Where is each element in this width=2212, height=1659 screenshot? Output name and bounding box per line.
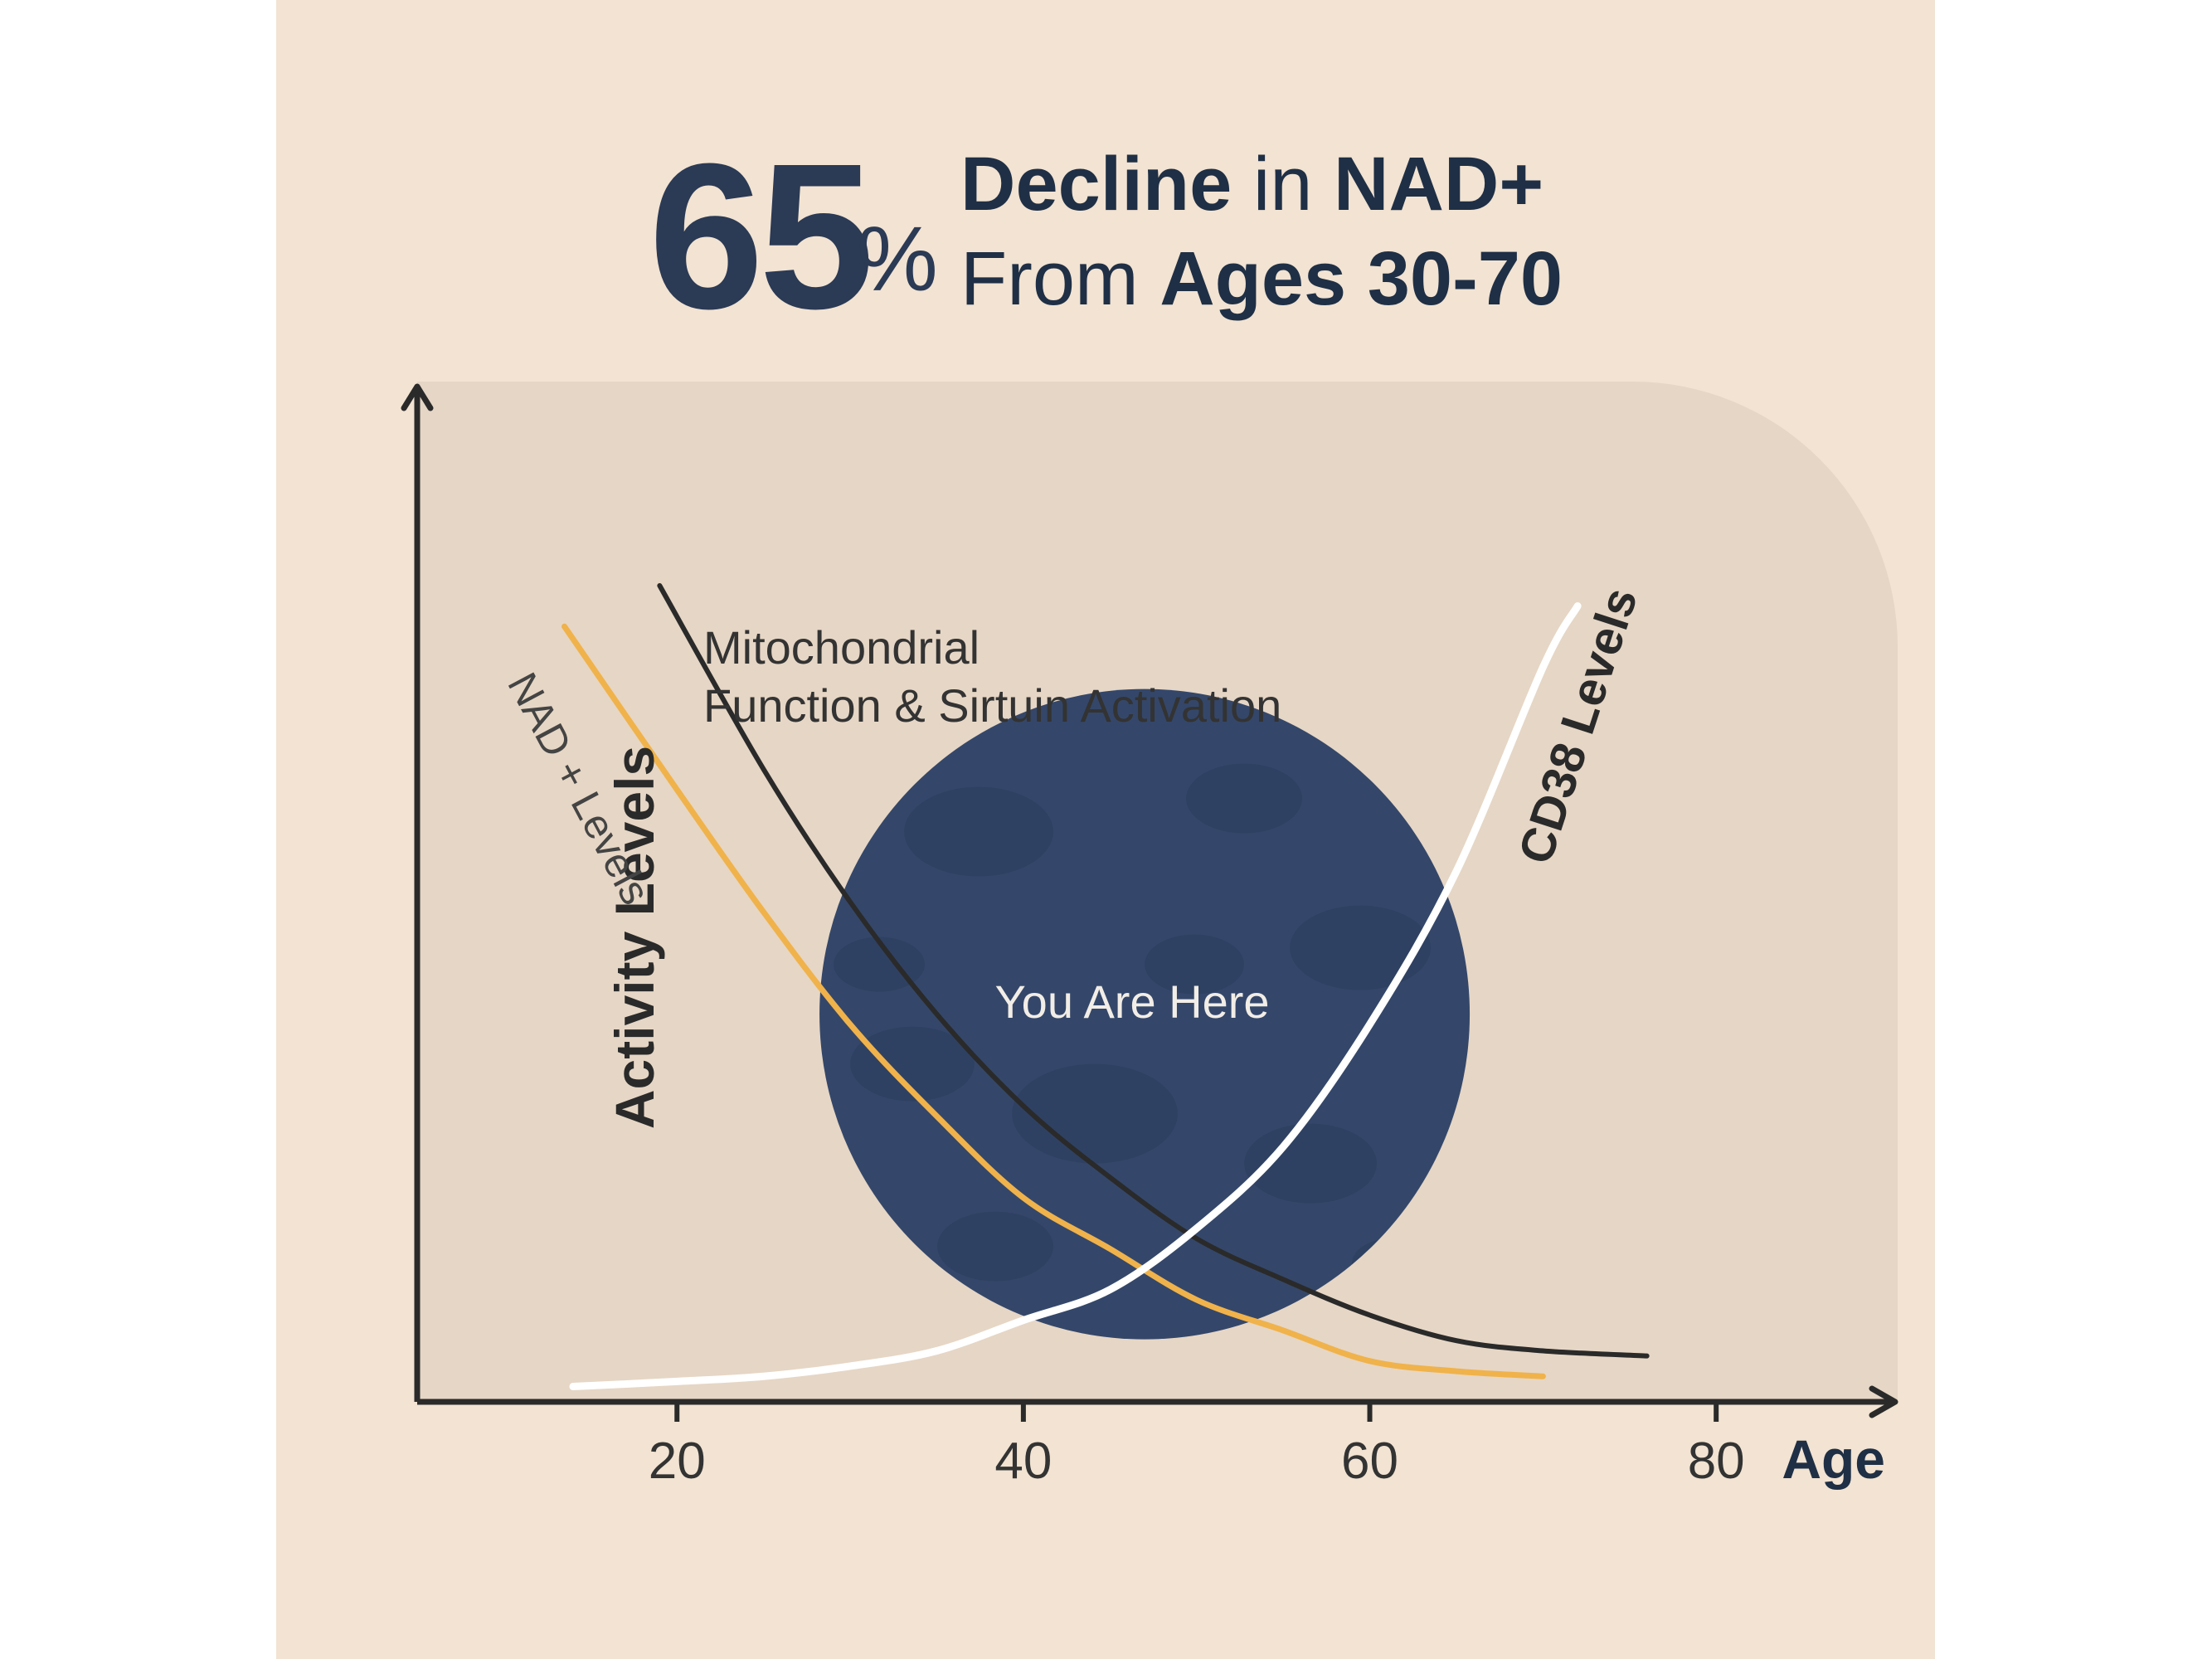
headline-percent: % xyxy=(857,208,938,310)
you-are-here-label: You Are Here xyxy=(994,975,1269,1028)
x-tick-label: 80 xyxy=(1688,1433,1745,1490)
x-tick-label: 40 xyxy=(994,1433,1052,1490)
texture-blob xyxy=(834,937,926,992)
x-tick-label: 60 xyxy=(1341,1433,1398,1490)
texture-blob xyxy=(904,786,1054,877)
you-are-here-circle xyxy=(819,688,1471,1340)
headline-ages: Ages 30-70 xyxy=(1159,236,1563,321)
mitochondrial-curve xyxy=(657,583,1650,1359)
texture-blob xyxy=(1290,905,1432,990)
headline-from: From xyxy=(960,236,1160,321)
nad-levels-curve xyxy=(562,623,1546,1379)
headline: 65 % Decline in NAD+ From Ages 30-70 xyxy=(276,0,1935,348)
texture-blob xyxy=(937,1211,1054,1282)
x-tick-label: 20 xyxy=(649,1433,706,1490)
y-axis-arrow xyxy=(401,383,434,411)
texture-blob xyxy=(1186,763,1303,834)
texture-blob xyxy=(1012,1063,1179,1164)
cd38-curve xyxy=(569,602,1582,1391)
headline-number: 65 xyxy=(649,120,874,352)
texture-blob xyxy=(1244,1123,1378,1204)
headline-line-1: Decline in NAD+ xyxy=(960,143,1544,226)
headline-nad: NAD+ xyxy=(1334,142,1544,226)
headline-in: in xyxy=(1232,142,1334,226)
x-axis-title: Age xyxy=(1782,1428,1885,1490)
headline-line-2: From Ages 30-70 xyxy=(960,237,1563,320)
mitochondrial-label-line-1: Mitochondrial xyxy=(703,621,980,674)
texture-blob xyxy=(850,1026,975,1102)
infographic-panel: 65 % Decline in NAD+ From Ages 30-70 20 4… xyxy=(276,0,1935,1659)
x-axis-arrow xyxy=(1869,1385,1898,1418)
mitochondrial-label: Mitochondrial Function & Sirtuin Activati… xyxy=(703,621,1281,732)
texture-blob xyxy=(1145,934,1245,995)
y-axis-title: Activity Levels xyxy=(604,746,665,1129)
mitochondrial-label-line-2: Function & Sirtuin Activation xyxy=(703,679,1281,732)
headline-decline: Decline xyxy=(960,142,1232,226)
